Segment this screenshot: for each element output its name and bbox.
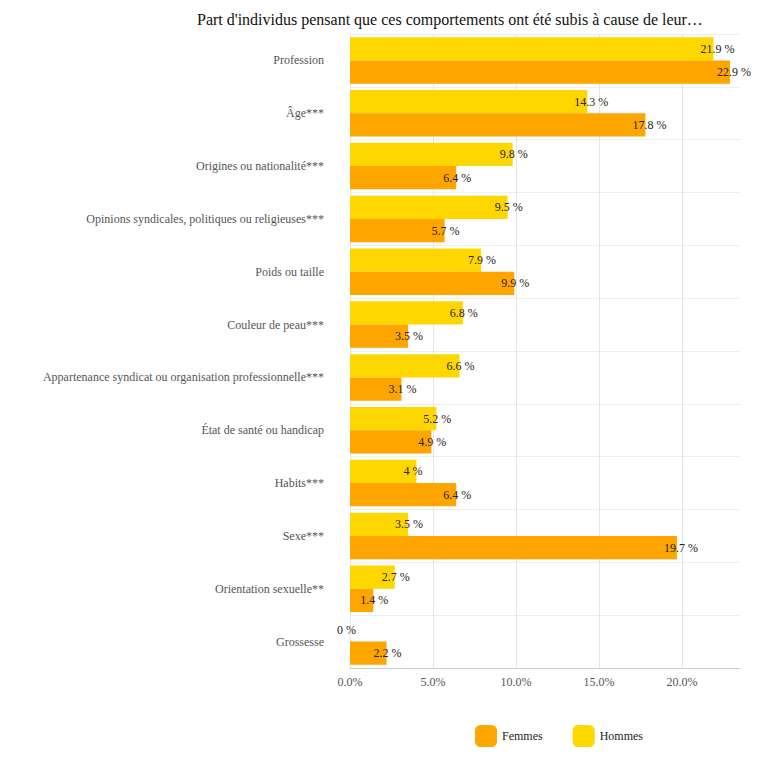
svg-text:6.4 %: 6.4 % [443,171,471,185]
svg-text:Grossesse: Grossesse [276,635,324,649]
svg-text:5.7 %: 5.7 % [432,224,460,238]
svg-text:4.9 %: 4.9 % [418,435,446,449]
svg-text:1.4 %: 1.4 % [360,593,388,607]
svg-text:15.0%: 15.0% [583,675,614,689]
svg-text:19.7 %: 19.7 % [664,541,698,555]
svg-text:Sexe***: Sexe*** [283,529,324,543]
svg-text:14.3 %: 14.3 % [574,95,608,109]
svg-text:3.5 %: 3.5 % [395,329,423,343]
svg-text:17.8 %: 17.8 % [632,118,666,132]
svg-text:Hommes: Hommes [600,729,644,743]
svg-text:Femmes: Femmes [502,729,543,743]
svg-text:Couleur de peau***: Couleur de peau*** [227,318,324,332]
svg-text:21.9 %: 21.9 % [700,42,734,56]
svg-text:3.5 %: 3.5 % [395,517,423,531]
svg-text:Opinions syndicales, politique: Opinions syndicales, politiques ou relig… [86,212,324,226]
svg-text:Poids ou taille: Poids ou taille [255,265,324,279]
svg-text:9.8 %: 9.8 % [500,147,528,161]
svg-text:6.6 %: 6.6 % [447,359,475,373]
svg-text:20.0%: 20.0% [666,675,697,689]
svg-text:9.5 %: 9.5 % [495,200,523,214]
svg-text:2.2 %: 2.2 % [374,646,402,660]
svg-text:0 %: 0 % [337,623,356,637]
svg-text:9.9 %: 9.9 % [501,276,529,290]
svg-text:5.0%: 5.0% [420,675,445,689]
svg-text:6.4 %: 6.4 % [443,488,471,502]
svg-text:État de santé ou handicap: État de santé ou handicap [201,423,324,437]
svg-text:5.2 %: 5.2 % [423,412,451,426]
svg-text:Part d'individus pensant que c: Part d'individus pensant que ces comport… [197,11,703,29]
svg-text:10.0%: 10.0% [500,675,531,689]
svg-text:Origines ou nationalité***: Origines ou nationalité*** [196,159,324,173]
svg-text:2.7 %: 2.7 % [382,570,410,584]
svg-text:4 %: 4 % [403,464,422,478]
svg-text:6.8 %: 6.8 % [450,306,478,320]
svg-text:Appartenance syndicat ou organ: Appartenance syndicat ou organisation pr… [43,370,324,384]
svg-text:22.9 %: 22.9 % [717,65,751,79]
svg-text:Âge***: Âge*** [286,106,324,120]
svg-text:Profession: Profession [273,53,324,67]
svg-text:Habits***: Habits*** [275,476,324,490]
svg-text:7.9 %: 7.9 % [468,253,496,267]
svg-text:3.1 %: 3.1 % [388,382,416,396]
svg-text:0.0%: 0.0% [338,675,363,689]
svg-text:Orientation sexuelle**: Orientation sexuelle** [215,582,324,596]
